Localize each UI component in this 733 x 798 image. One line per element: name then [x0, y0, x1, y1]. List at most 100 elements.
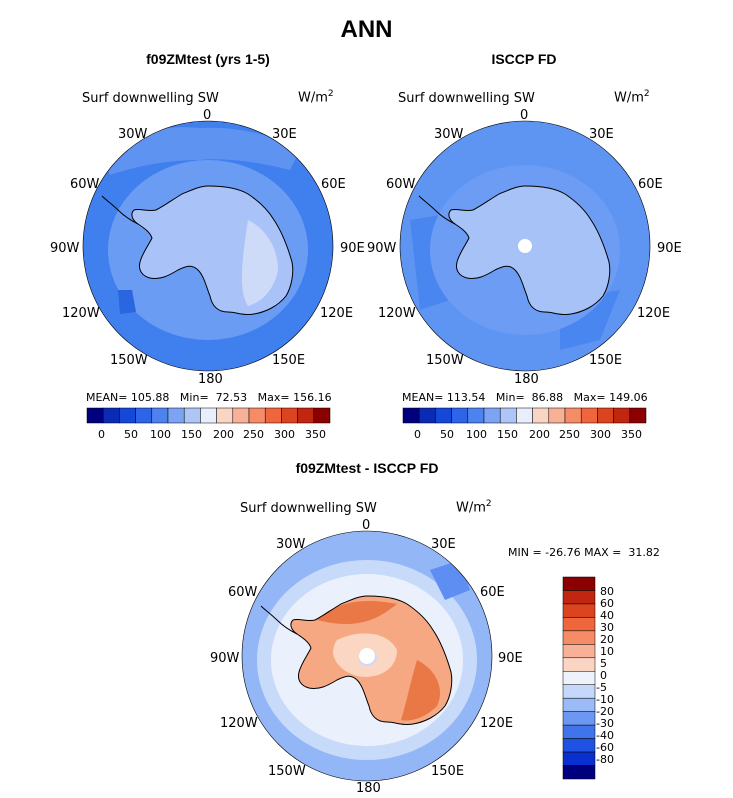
colorbar-swatch — [564, 407, 582, 424]
panel3-lon-180: 180 — [356, 781, 381, 796]
colorbar-swatch — [264, 407, 282, 424]
colorbar-swatch — [119, 407, 136, 424]
panel2-lon-120w: 120W — [378, 306, 416, 321]
panel3-lon-60e: 60E — [480, 585, 505, 600]
panel2-title: ISCCP FD — [491, 51, 557, 67]
colorbar-swatch — [499, 407, 517, 424]
panel1-cb-tick-200: 200 — [213, 428, 234, 441]
panel1-cb-tick-100: 100 — [150, 428, 171, 441]
panel1-lon-60e: 60E — [321, 177, 346, 192]
colorbar-swatch — [435, 407, 452, 424]
panel1-border — [82, 120, 334, 372]
panel2-variable-label: Surf downwelling SW — [398, 91, 535, 106]
panel3-lon-90e: 90E — [498, 651, 523, 666]
panel2-cb-tick-300: 300 — [590, 428, 611, 441]
colorbar-swatch — [248, 407, 266, 424]
colorbar-swatch — [562, 657, 596, 672]
panel2-lon-150e: 150E — [589, 353, 623, 368]
panel1-cb-tick-350: 350 — [305, 428, 326, 441]
panel3-lon-150w: 150W — [268, 764, 306, 779]
panel3-cb-tick: 10 — [600, 645, 614, 658]
panel3-cb-tick: -20 — [596, 705, 614, 718]
panel2-lon-30w: 30W — [434, 127, 464, 142]
colorbar-swatch — [183, 407, 201, 424]
colorbar-swatch — [562, 644, 596, 659]
panel3-cb-tick: 40 — [600, 609, 614, 622]
panel1-lon-60w: 60W — [70, 177, 100, 192]
panel3-cb-tick: -60 — [596, 741, 614, 754]
panel1-units: W/m2 — [298, 89, 334, 106]
panel2-colorbar — [402, 407, 647, 424]
panel1-map — [82, 120, 334, 372]
panel1-lon-120e: 120E — [320, 306, 354, 321]
colorbar-swatch — [562, 684, 596, 699]
panel1-lon-90e: 90E — [340, 241, 365, 256]
panel3-colorbar — [562, 576, 596, 780]
panel2-lon-90e: 90E — [657, 241, 682, 256]
colorbar-swatch — [402, 407, 420, 424]
panel1-cb-tick-150: 150 — [181, 428, 202, 441]
panel2-pole-hole — [518, 239, 532, 253]
panel2-lon-30e: 30E — [589, 127, 614, 142]
colorbar-swatch — [200, 407, 217, 424]
colorbar-swatch — [548, 407, 566, 424]
colorbar-swatch — [167, 407, 185, 424]
colorbar-swatch — [562, 751, 596, 766]
panel3-lon-30e: 30E — [431, 537, 456, 552]
colorbar-swatch — [562, 617, 596, 632]
colorbar-swatch — [313, 407, 331, 424]
panel1-cb-tick-0: 0 — [98, 428, 105, 441]
panel1-lon-150w: 150W — [110, 353, 148, 368]
panel2-lon-180: 180 — [514, 372, 539, 387]
panel1-dark-patch — [118, 290, 136, 314]
panel3-cb-tick: -80 — [596, 753, 614, 766]
colorbar-swatch — [562, 576, 596, 591]
colorbar-swatch — [597, 407, 614, 424]
panel2-cb-tick-250: 250 — [559, 428, 580, 441]
panel2-cb-tick-200: 200 — [529, 428, 550, 441]
panel3-cb-tick: 20 — [600, 633, 614, 646]
colorbar-swatch — [562, 630, 596, 645]
panel3-cb-tick: -40 — [596, 729, 614, 742]
panel1-colorbar — [86, 407, 331, 424]
panel3-cb-tick: -30 — [596, 717, 614, 730]
panel1-shade — [100, 127, 300, 175]
panel2-map — [399, 120, 651, 372]
colorbar-swatch — [135, 407, 153, 424]
panel2-cb-tick-350: 350 — [621, 428, 642, 441]
panel2-lon-90w: 90W — [367, 241, 397, 256]
panel3-map — [241, 530, 493, 782]
panel1-cb-tick-250: 250 — [243, 428, 264, 441]
panel2-cb-tick-100: 100 — [466, 428, 487, 441]
panel2-lon-0: 0 — [520, 108, 529, 123]
panel1-variable-label: Surf downwelling SW — [82, 91, 219, 106]
panel3-cb-tick: 60 — [600, 597, 614, 610]
colorbar-swatch — [562, 671, 596, 685]
panel1-lon-120w: 120W — [62, 306, 100, 321]
colorbar-swatch — [102, 407, 120, 424]
panel3-cb-tick: 5 — [600, 657, 607, 670]
colorbar-swatch — [562, 724, 596, 739]
colorbar-swatch — [418, 407, 436, 424]
panel2-cb-tick-50: 50 — [440, 428, 454, 441]
panel1-lon-0: 0 — [203, 108, 212, 123]
panel3-title: f09ZMtest - ISCCP FD — [295, 460, 439, 476]
colorbar-swatch — [562, 603, 596, 618]
panel3-lon-150e: 150E — [431, 764, 465, 779]
colorbar-swatch — [281, 407, 298, 424]
colorbar-swatch — [86, 407, 104, 424]
colorbar-swatch — [613, 407, 631, 424]
panel1-lon-180: 180 — [198, 372, 223, 387]
figure-title: ANN — [340, 16, 393, 43]
colorbar-swatch — [629, 407, 647, 424]
panel2-border — [399, 120, 651, 372]
panel2-lon-150w: 150W — [426, 353, 464, 368]
panel3-lon-90w: 90W — [210, 651, 240, 666]
panel3-variable-label: Surf downwelling SW — [240, 501, 377, 516]
colorbar-swatch — [516, 407, 533, 424]
panel3-cb-tick: 30 — [600, 621, 614, 634]
panel1-cb-tick-300: 300 — [274, 428, 295, 441]
panel3-cb-tick: -5 — [596, 681, 607, 694]
panel1-lon-30e: 30E — [272, 127, 297, 142]
